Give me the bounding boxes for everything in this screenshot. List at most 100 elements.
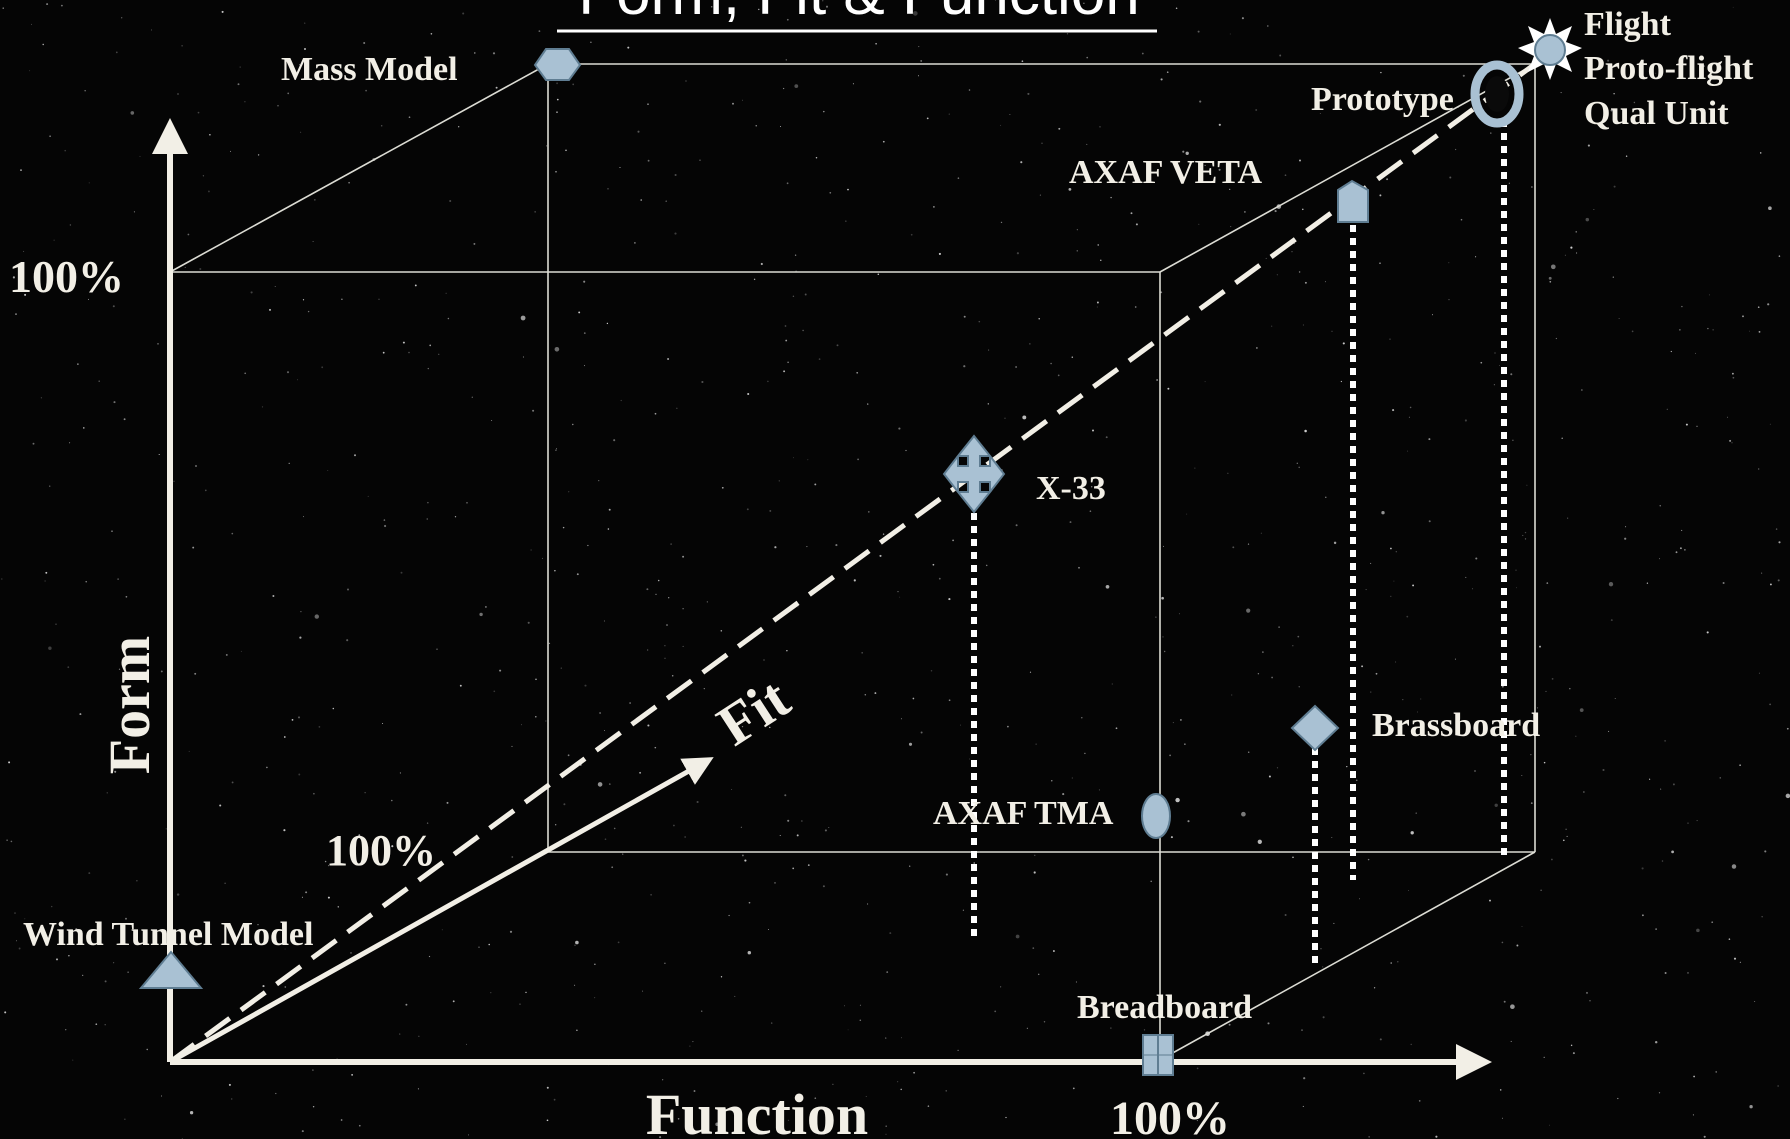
- star: [1489, 899, 1491, 902]
- star: [1229, 188, 1231, 191]
- star: [1531, 186, 1533, 188]
- star: [1172, 722, 1174, 724]
- star: [583, 280, 586, 283]
- star: [1197, 30, 1200, 33]
- star: [885, 1133, 887, 1135]
- star: [64, 149, 66, 152]
- star: [1733, 957, 1737, 960]
- star: [1516, 587, 1518, 589]
- star: [899, 596, 901, 598]
- star: [920, 59, 923, 62]
- star: [1428, 438, 1431, 441]
- star: [417, 1088, 419, 1090]
- star: [1033, 871, 1036, 874]
- star: [1625, 526, 1627, 528]
- star: [1661, 860, 1664, 862]
- star: [647, 649, 649, 651]
- star: [1367, 858, 1370, 861]
- star: [1722, 581, 1725, 585]
- star: [900, 1088, 902, 1091]
- star: [804, 293, 807, 296]
- star: [1274, 210, 1277, 213]
- star: [301, 896, 303, 898]
- star: [885, 1037, 887, 1039]
- star: [1475, 557, 1478, 560]
- star: [1231, 694, 1233, 696]
- star: [1291, 251, 1293, 253]
- star: [584, 365, 585, 367]
- star: [1373, 987, 1376, 989]
- star: [1357, 100, 1361, 104]
- star: [875, 43, 877, 45]
- star: [446, 801, 449, 804]
- star: [535, 678, 537, 681]
- star: [1150, 880, 1152, 883]
- star: [785, 59, 787, 61]
- star: [1764, 850, 1767, 853]
- star: [488, 943, 490, 946]
- star: [665, 200, 667, 202]
- star: [815, 156, 818, 159]
- star: [1026, 1027, 1028, 1029]
- star: [927, 1105, 930, 1107]
- star: [312, 240, 314, 243]
- star: [1068, 188, 1072, 191]
- star: [879, 554, 882, 557]
- star: [1672, 783, 1675, 786]
- star: [685, 80, 687, 82]
- star: [6, 839, 8, 841]
- star: [1407, 450, 1409, 452]
- star: [209, 134, 211, 136]
- star: [747, 950, 752, 955]
- star: [1393, 580, 1395, 582]
- star: [1695, 352, 1696, 354]
- star: [578, 311, 581, 314]
- star: [1096, 306, 1098, 308]
- star: [449, 199, 452, 203]
- star: [402, 341, 405, 344]
- star: [553, 1098, 556, 1101]
- star: [1058, 127, 1061, 130]
- star: [1617, 1097, 1619, 1100]
- star: [1039, 194, 1041, 196]
- star: [905, 449, 907, 452]
- star: [1435, 1135, 1438, 1138]
- star: [1022, 415, 1027, 420]
- star: [165, 828, 167, 830]
- star: [668, 597, 670, 599]
- star: [969, 758, 971, 760]
- star: [1276, 274, 1278, 276]
- star: [1727, 416, 1728, 418]
- star: [1066, 33, 1069, 35]
- star: [1631, 330, 1634, 333]
- star: [104, 1023, 106, 1026]
- star: [2, 7, 4, 9]
- star: [793, 457, 795, 459]
- star: [1702, 65, 1705, 68]
- star: [1000, 124, 1002, 126]
- star: [1110, 196, 1112, 199]
- star: [1297, 635, 1300, 638]
- star: [1156, 379, 1158, 381]
- star: [314, 199, 316, 201]
- star: [666, 624, 668, 626]
- star: [1166, 71, 1169, 74]
- star: [1007, 725, 1009, 728]
- star: [522, 356, 524, 358]
- star: [856, 371, 859, 374]
- star: [785, 339, 788, 342]
- star: [1732, 376, 1735, 379]
- star: [346, 639, 349, 642]
- star: [1062, 793, 1065, 796]
- star: [1000, 986, 1002, 988]
- star: [46, 3, 49, 6]
- star: [926, 117, 929, 120]
- star: [1549, 280, 1552, 283]
- x33-four-way-arrow-icon: [942, 434, 1006, 514]
- star: [1032, 947, 1035, 949]
- star: [123, 418, 126, 421]
- star: [1660, 77, 1662, 79]
- cube-bottom-right-depth-edge: [1159, 851, 1536, 1061]
- breadboard-label: Breadboard: [1077, 989, 1252, 1026]
